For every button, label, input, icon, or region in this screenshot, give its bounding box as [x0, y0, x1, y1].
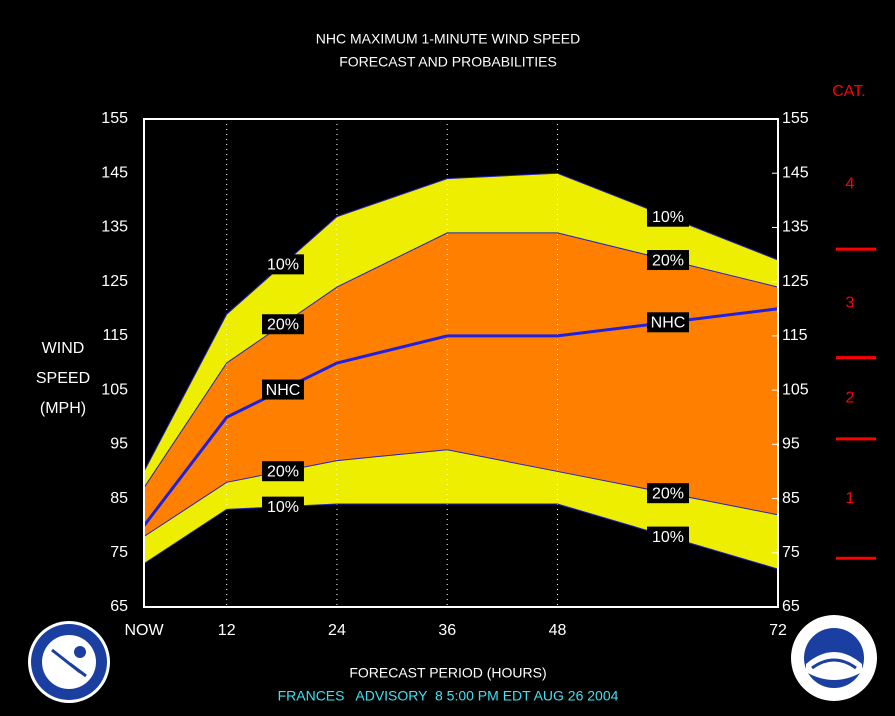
line-label: 10%	[652, 529, 684, 546]
y-axis-label: SPEED	[36, 370, 90, 387]
line-label-box	[647, 206, 689, 227]
y-tick-label: 155	[101, 110, 128, 127]
y-tick-label-right: 65	[782, 598, 800, 615]
line-label: 10%	[267, 257, 299, 274]
y-tick-label-right: 135	[782, 219, 809, 236]
y-tick-label-right: 85	[782, 490, 800, 507]
line-label: 20%	[267, 316, 299, 333]
line-label: 10%	[652, 209, 684, 226]
x-tick-label: 24	[328, 622, 346, 639]
series-line	[142, 307, 779, 527]
y-axis-label: WIND	[42, 340, 85, 357]
x-tick-label: 36	[438, 622, 456, 639]
x-axis-label: FORECAST PERIOD (HOURS)	[349, 665, 546, 681]
plot-frame	[143, 118, 779, 608]
series-line	[143, 232, 779, 488]
probability-band	[144, 232, 778, 537]
y-tick-label-right: 115	[782, 327, 808, 344]
y-tick-label-right: 75	[782, 544, 800, 561]
y-tick-label-right: 95	[782, 436, 800, 453]
noaa-logo	[791, 615, 877, 701]
y-tick-label: 85	[110, 490, 128, 507]
series-line	[143, 172, 779, 472]
y-tick-label-right: 145	[782, 164, 809, 181]
category-label: 4	[846, 175, 855, 192]
x-tick-label: NOW	[124, 622, 164, 639]
line-label-box	[647, 312, 689, 333]
y-tick-label: 135	[101, 219, 128, 236]
line-label: 20%	[652, 485, 684, 502]
line-label-box	[262, 496, 304, 517]
series-line	[143, 449, 779, 537]
y-tick-label: 125	[101, 273, 128, 290]
line-label: NHC	[266, 382, 301, 399]
category-title: CAT.	[832, 83, 865, 100]
line-label-box	[262, 314, 304, 335]
series-line	[143, 503, 779, 570]
category-label: 2	[846, 389, 855, 406]
chart-title: NHC MAXIMUM 1-MINUTE WIND SPEED	[316, 31, 580, 47]
line-label: NHC	[651, 315, 686, 332]
y-tick-label-right: 155	[782, 110, 809, 127]
line-label-box	[262, 461, 304, 482]
line-label-box	[647, 483, 689, 504]
y-tick-label-right: 125	[782, 273, 809, 290]
y-tick-label: 95	[110, 436, 128, 453]
line-label: 20%	[267, 463, 299, 480]
x-tick-label: 12	[218, 622, 236, 639]
line-label-box	[647, 526, 689, 547]
y-tick-label: 105	[101, 381, 128, 398]
line-label: 10%	[267, 499, 299, 516]
x-tick-label: 48	[549, 622, 567, 639]
y-tick-label: 115	[102, 327, 128, 344]
line-label-box	[647, 250, 689, 271]
chart-subtitle: FORECAST AND PROBABILITIES	[339, 54, 557, 70]
y-tick-label: 75	[110, 544, 128, 561]
category-label: 3	[846, 295, 855, 312]
y-tick-label-right: 105	[782, 381, 809, 398]
nws-logo	[28, 621, 110, 703]
line-label: 20%	[652, 252, 684, 269]
line-label-box	[262, 379, 304, 400]
category-label: 1	[846, 490, 855, 507]
line-label-box	[262, 254, 304, 275]
x-tick-label: 72	[769, 622, 787, 639]
footer: FRANCES ADVISORY 8 5:00 PM EDT AUG 26 20…	[278, 688, 619, 704]
y-tick-label: 145	[101, 164, 128, 181]
y-axis-label: (MPH)	[40, 400, 86, 417]
y-tick-label: 65	[110, 598, 128, 615]
